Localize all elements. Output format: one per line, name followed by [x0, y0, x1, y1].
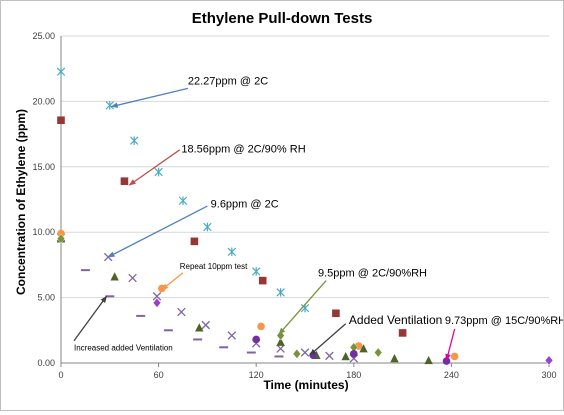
annotation-arrow-6 — [445, 328, 456, 362]
point-0-3 — [154, 167, 163, 177]
point-2-10 — [325, 351, 334, 361]
annotation-7: Increased added Ventilation — [73, 295, 173, 353]
point-4-2 — [195, 323, 204, 332]
point-5-4 — [374, 347, 383, 358]
point-2-6 — [227, 331, 237, 340]
point-5-0 — [56, 233, 66, 244]
annotation-4: 9.5ppm @ 2C/90%RH — [278, 268, 427, 335]
annotation-arrow-2 — [107, 205, 208, 258]
series-0 — [56, 67, 310, 313]
x-tick-label-2: 120 — [249, 370, 264, 380]
series-8 — [152, 297, 554, 366]
point-7-0 — [252, 335, 260, 344]
annotation-arrow-0 — [110, 87, 189, 108]
x-tick-label-0: 0 — [58, 370, 63, 380]
series-5 — [56, 233, 383, 359]
point-4-5 — [341, 352, 350, 361]
point-0-6 — [227, 247, 237, 257]
y-tick-label-1: 5.00 — [37, 293, 55, 303]
point-1-0 — [57, 116, 65, 125]
point-4-3 — [276, 337, 285, 346]
annotation-label-3: Repeat 10ppm test — [180, 262, 248, 271]
point-0-2 — [129, 136, 139, 145]
point-8-0 — [152, 297, 162, 308]
y-tick-label-3: 15.00 — [32, 162, 55, 172]
y-tick-label-2: 10.00 — [32, 227, 55, 237]
point-3-4 — [450, 352, 459, 361]
point-0-4 — [178, 196, 188, 206]
annotation-arrow-5 — [309, 323, 347, 356]
x-tick-label-1: 60 — [154, 370, 164, 380]
point-0-8 — [276, 288, 285, 297]
point-4-8 — [424, 355, 433, 365]
annotation-label-2: 9.6ppm @ 2C — [211, 198, 279, 210]
point-2-2 — [128, 273, 137, 283]
annotation-1: 18.56ppm @ 2C/90% RH — [128, 143, 306, 186]
annotations: 22.27ppm @ 2C 18.56ppm @ 2C/90% RH 9.6ppm … — [73, 75, 564, 362]
annotation-label-5: Added Ventilation — [349, 313, 442, 327]
x-axis-title: Time (minutes) — [263, 378, 348, 392]
annotation-arrow-4 — [278, 280, 327, 335]
point-3-0 — [57, 229, 65, 238]
point-5-2 — [292, 348, 301, 359]
y-axis-title: Concentration of Ethylene (ppm) — [14, 109, 28, 295]
gridlines — [61, 35, 549, 299]
point-0-7 — [251, 267, 261, 276]
point-3-2 — [257, 322, 265, 331]
annotation-label-0: 22.27ppm @ 2C — [188, 75, 268, 87]
y-tick-label-4: 20.00 — [32, 96, 55, 106]
x-tick-label-5: 300 — [541, 370, 556, 380]
annotation-label-7: Increased added Ventilation — [74, 344, 173, 353]
point-7-2 — [350, 350, 358, 358]
point-1-4 — [332, 309, 340, 318]
y-tick-label-5: 25.00 — [32, 31, 55, 41]
point-0-5 — [203, 222, 212, 232]
point-4-1 — [110, 272, 119, 281]
annotation-arrow-7 — [73, 295, 108, 342]
point-1-5 — [398, 329, 407, 337]
x-tick-label-3: 180 — [346, 370, 361, 380]
annotation-3: Repeat 10ppm test — [161, 262, 248, 291]
annotation-2: 9.6ppm @ 2C — [107, 198, 279, 258]
annotation-label-1: 18.56ppm @ 2C/90% RH — [181, 143, 305, 155]
chart-title: Ethylene Pull-down Tests — [192, 10, 373, 27]
point-2-5 — [201, 320, 211, 330]
series-1 — [57, 116, 407, 337]
annotation-0: 22.27ppm @ 2C — [110, 75, 268, 108]
point-4-7 — [390, 354, 399, 363]
annotation-arrow-3 — [161, 272, 184, 291]
annotation-label-6: 9.73ppm @ 15C/90%RH — [445, 315, 563, 327]
point-1-1 — [120, 177, 129, 185]
point-2-3 — [152, 292, 162, 301]
point-0-1 — [105, 101, 115, 110]
point-1-3 — [258, 276, 267, 285]
point-4-6 — [359, 344, 368, 353]
point-2-4 — [177, 307, 186, 317]
annotation-arrow-1 — [128, 149, 181, 186]
annotation-6: 9.73ppm @ 15C/90%RH — [445, 315, 564, 362]
x-tick-labels: 0 60 120 180 240 300 — [58, 370, 556, 380]
point-1-2 — [190, 237, 199, 246]
x-tick-label-4: 240 — [444, 370, 459, 380]
y-tick-label-0: 0.00 — [37, 358, 55, 368]
point-2-8 — [276, 344, 285, 353]
point-8-1 — [544, 355, 554, 366]
annotation-5: Added Ventilation — [309, 313, 442, 356]
y-tick-labels: 0.00 5.00 10.00 15.00 20.00 25.00 — [32, 31, 55, 368]
point-2-9 — [300, 348, 310, 357]
annotation-label-4: 9.5ppm @ 2C/90%RH — [318, 268, 427, 280]
point-0-0 — [56, 67, 66, 77]
